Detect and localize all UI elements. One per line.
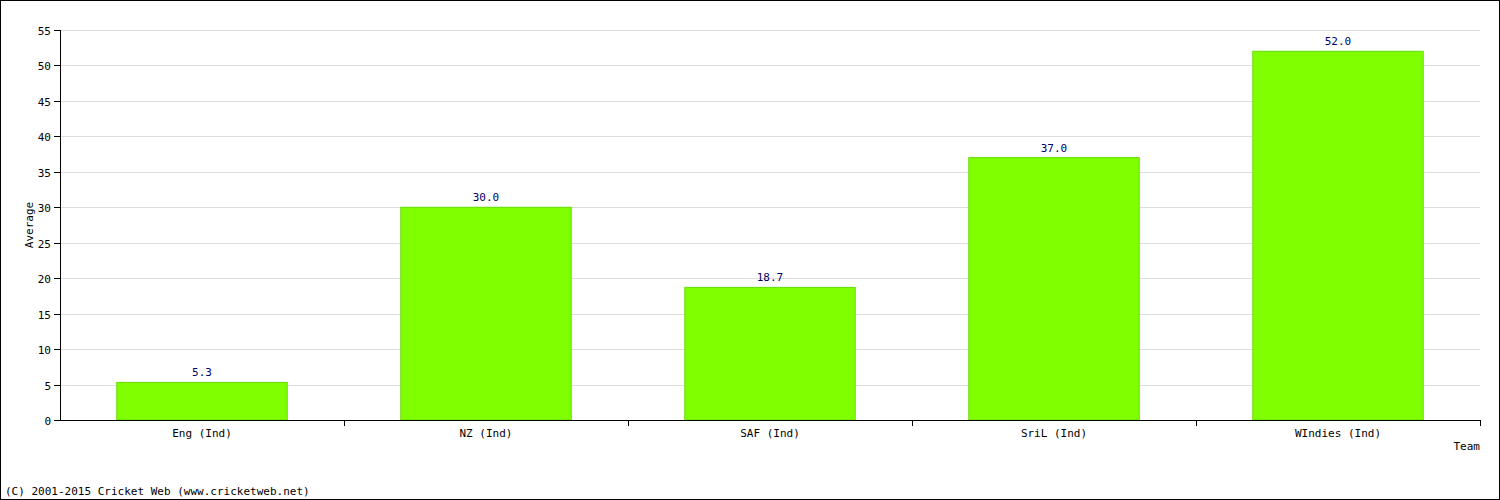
category-tick [912,420,913,426]
tick [54,278,60,279]
tick [54,207,60,208]
bar [969,158,1139,420]
category-tick [628,420,629,426]
tick [54,243,60,244]
bar [401,207,571,420]
category-label: NZ (Ind) [460,427,513,440]
tick-label: 40 [38,131,51,144]
category-tick [1480,420,1481,426]
annotation: (C) 2001-2015 Cricket Web (www.cricketwe… [5,485,310,498]
x-axis [60,420,1480,421]
category-tick [1196,420,1197,426]
tick-label: 15 [38,309,51,322]
tick-label: 10 [38,344,51,357]
y-axis-label: Average [23,202,36,248]
category-label: SAF (Ind) [740,427,800,440]
y-axis [60,30,61,420]
tick [54,65,60,66]
category-label: Eng (Ind) [172,427,232,440]
category-label: SriL (Ind) [1021,427,1087,440]
tick [54,172,60,173]
category-tick [344,420,345,426]
data-label: 5.3 [192,366,212,379]
tick [54,314,60,315]
grid-line [60,30,1480,31]
grid-line [60,420,1480,421]
tick [54,136,60,137]
tick-label: 50 [38,60,51,73]
frame [1,1,1500,500]
chart: 0 5 10 15 20 25 30 35 40 45 50 55 5.3 30.0 18.7 37.0 52.… [0,0,1500,500]
bars [117,51,1423,420]
data-label: 18.7 [757,271,784,284]
bar [685,287,855,420]
tick-label: 25 [38,238,51,251]
tick [54,101,60,102]
tick-label: 0 [44,415,51,428]
tick-label: 20 [38,273,51,286]
tick-label: 5 [44,380,51,393]
x-axis-label: Team [1454,440,1481,453]
bar [117,382,287,420]
data-label: 52.0 [1325,35,1352,48]
tick-label: 45 [38,96,51,109]
bar [1253,51,1423,420]
tick-label: 30 [38,202,51,215]
data-label: 30.0 [473,191,500,204]
category-label: WIndies (Ind) [1295,427,1381,440]
tick-label: 35 [38,167,51,180]
tick-label: 55 [38,25,51,38]
tick [54,420,60,421]
tick [54,385,60,386]
data-label: 37.0 [1041,142,1068,155]
tick [54,349,60,350]
tick [54,30,60,31]
